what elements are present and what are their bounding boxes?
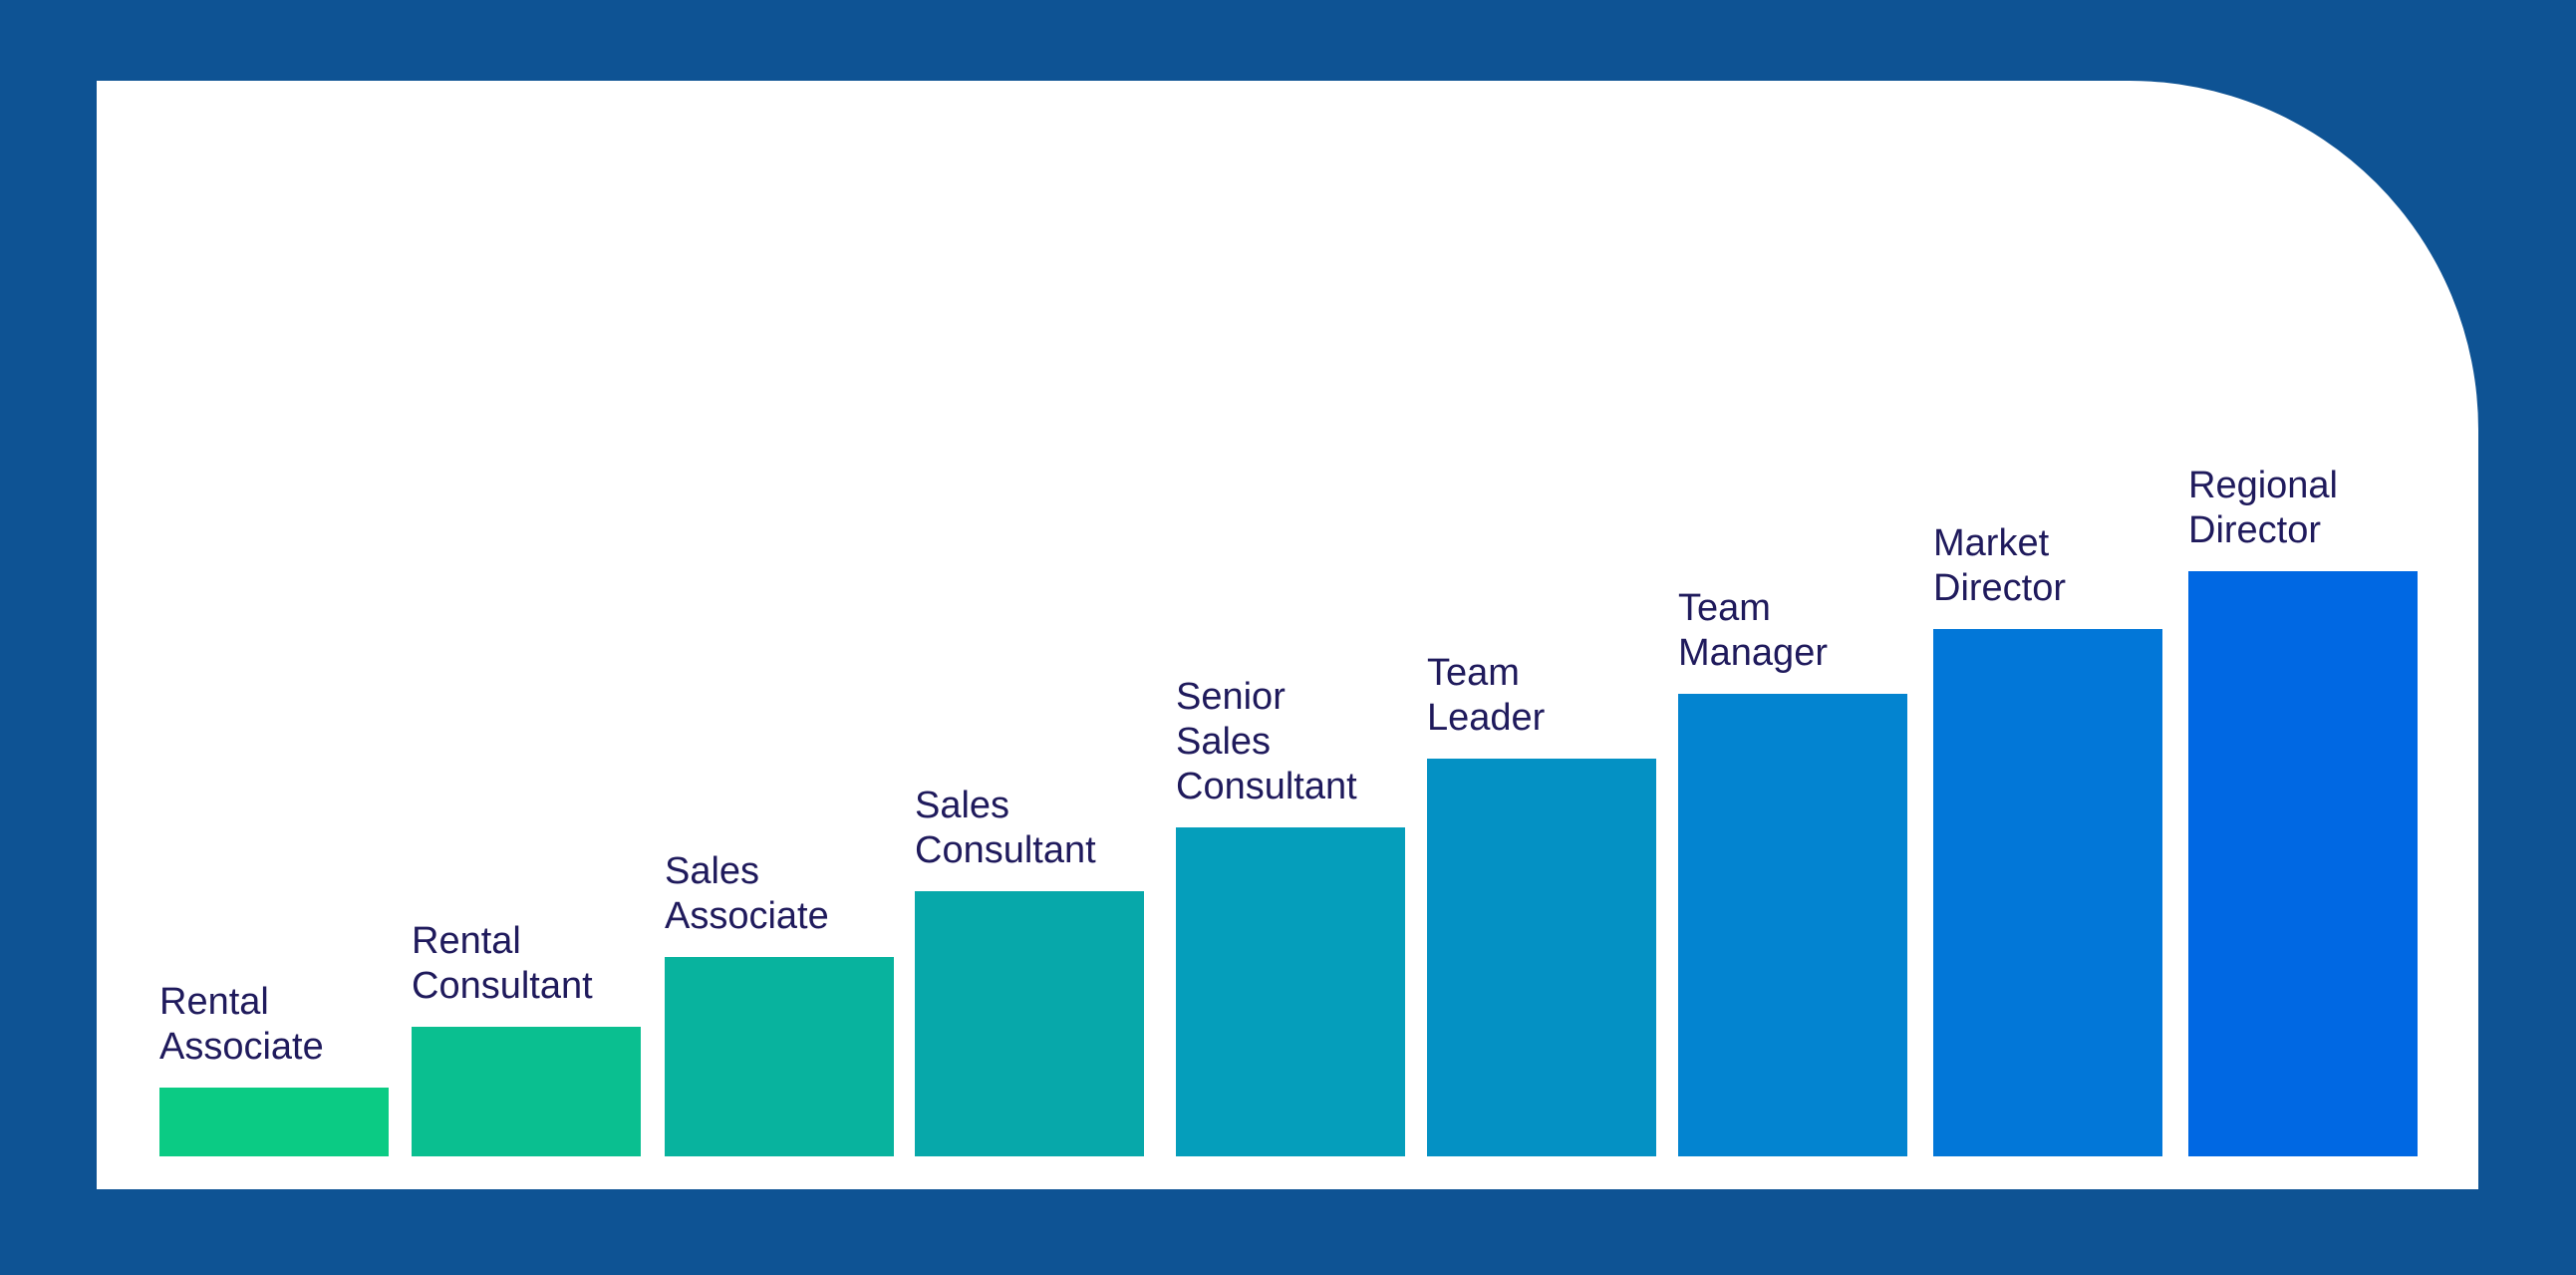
step-market-director: Market Director: [1933, 522, 2162, 1156]
step-rental-consultant: Rental Consultant: [412, 920, 641, 1156]
step-label: Rental Associate: [159, 981, 324, 1068]
step-senior-sales-consultant: Senior Sales Consultant: [1176, 676, 1405, 1156]
step-regional-director: Regional Director: [2188, 465, 2418, 1156]
step-bar: [1678, 694, 1907, 1156]
step-bar: [915, 891, 1144, 1156]
step-bar: [1427, 759, 1656, 1156]
step-label: Sales Associate: [665, 850, 829, 937]
step-bar: [1176, 827, 1405, 1156]
step-rental-associate: Rental Associate: [159, 981, 389, 1156]
step-label: Team Leader: [1427, 652, 1546, 739]
step-sales-associate: Sales Associate: [665, 850, 894, 1156]
step-label: Market Director: [1933, 522, 2067, 609]
step-label: Regional Director: [2188, 465, 2338, 551]
step-sales-consultant: Sales Consultant: [915, 785, 1144, 1156]
step-label: Rental Consultant: [412, 920, 593, 1007]
step-bar: [665, 957, 894, 1156]
step-team-leader: Team Leader: [1427, 652, 1656, 1156]
step-label: Sales Consultant: [915, 785, 1096, 871]
step-bar: [1933, 629, 2162, 1156]
step-label: Senior Sales Consultant: [1176, 676, 1357, 807]
step-bar: [412, 1027, 641, 1156]
step-bar: [159, 1088, 389, 1156]
step-bar: [2188, 571, 2418, 1156]
step-label: Team Manager: [1678, 587, 1828, 674]
step-team-manager: Team Manager: [1678, 587, 1907, 1156]
